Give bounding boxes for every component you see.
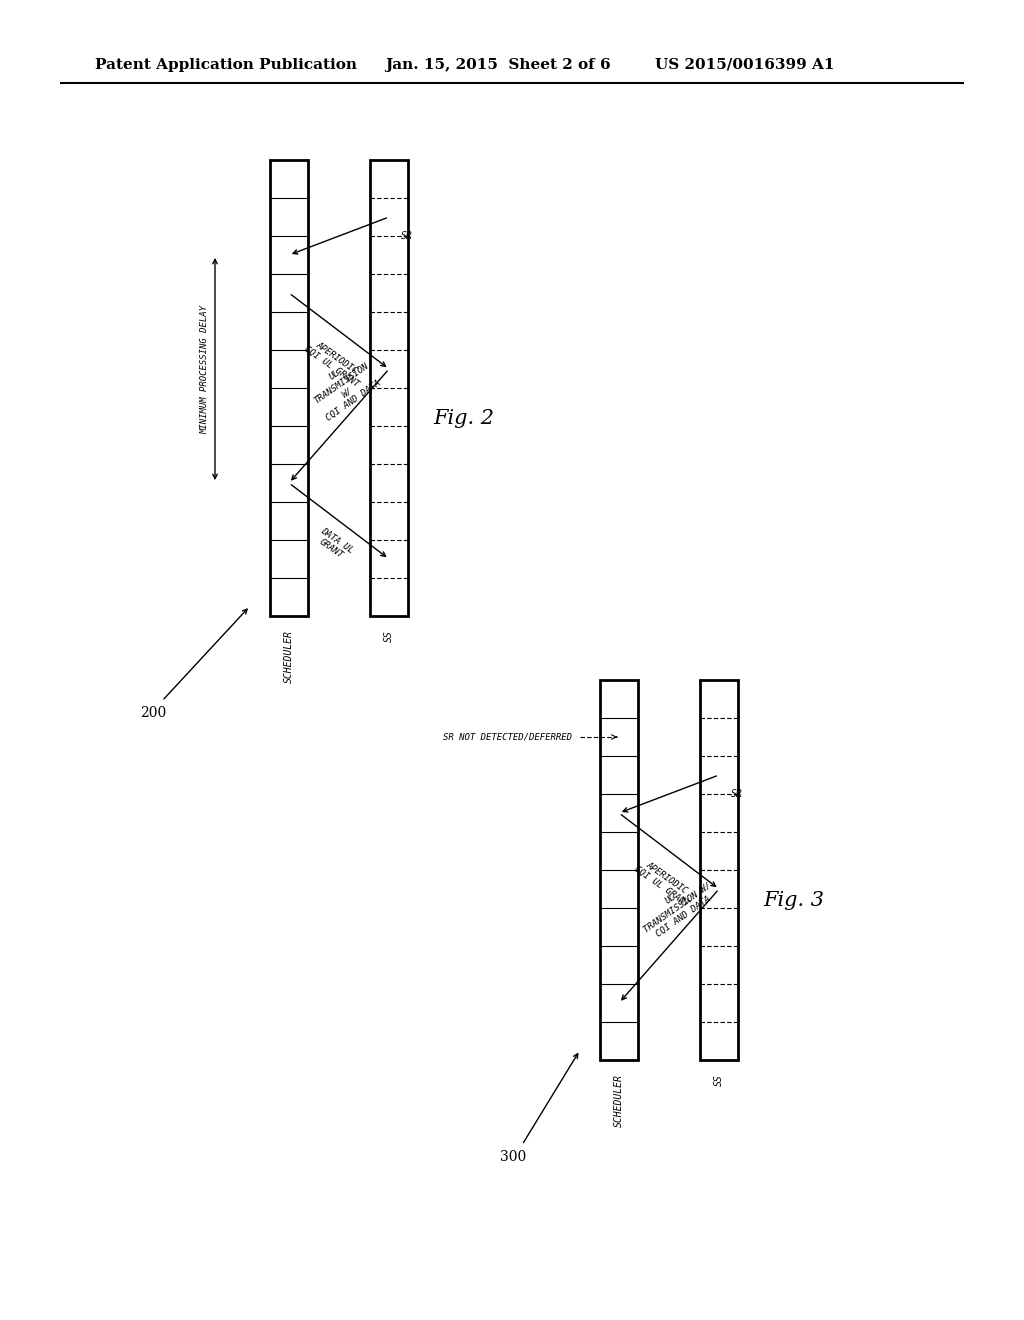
Text: SCHEDULER: SCHEDULER bbox=[614, 1074, 624, 1127]
Text: 300: 300 bbox=[500, 1150, 526, 1164]
Text: Fig. 3: Fig. 3 bbox=[763, 891, 824, 909]
Text: DATA UL
GRANT: DATA UL GRANT bbox=[313, 525, 355, 564]
Bar bbox=[600, 680, 638, 1060]
Text: APERIODIC
CQI UL GRANT: APERIODIC CQI UL GRANT bbox=[632, 855, 696, 909]
Text: SS: SS bbox=[714, 1074, 724, 1086]
Bar bbox=[270, 160, 308, 616]
Text: APERIODIC
CQI UL GRANT: APERIODIC CQI UL GRANT bbox=[302, 337, 366, 389]
Text: SCHEDULER: SCHEDULER bbox=[284, 630, 294, 682]
Text: SR: SR bbox=[401, 231, 413, 242]
Text: SS: SS bbox=[384, 630, 394, 642]
Bar bbox=[370, 160, 408, 616]
Text: SR NOT DETECTED/DEFERRED: SR NOT DETECTED/DEFERRED bbox=[443, 733, 572, 742]
Text: UL
TRANSMISSION
W/
CQI AND DATA: UL TRANSMISSION W/ CQI AND DATA bbox=[306, 352, 382, 422]
Bar bbox=[700, 680, 738, 1060]
Text: SR: SR bbox=[731, 789, 742, 799]
Text: 200: 200 bbox=[140, 706, 166, 719]
Text: UL
TRANSMISSION W/
CQI AND DATA: UL TRANSMISSION W/ CQI AND DATA bbox=[636, 873, 719, 942]
Text: Fig. 2: Fig. 2 bbox=[433, 408, 494, 428]
Text: MINIMUM PROCESSING DELAY: MINIMUM PROCESSING DELAY bbox=[200, 305, 209, 433]
Text: Patent Application Publication: Patent Application Publication bbox=[95, 58, 357, 73]
Text: US 2015/0016399 A1: US 2015/0016399 A1 bbox=[655, 58, 835, 73]
Text: Jan. 15, 2015  Sheet 2 of 6: Jan. 15, 2015 Sheet 2 of 6 bbox=[385, 58, 610, 73]
